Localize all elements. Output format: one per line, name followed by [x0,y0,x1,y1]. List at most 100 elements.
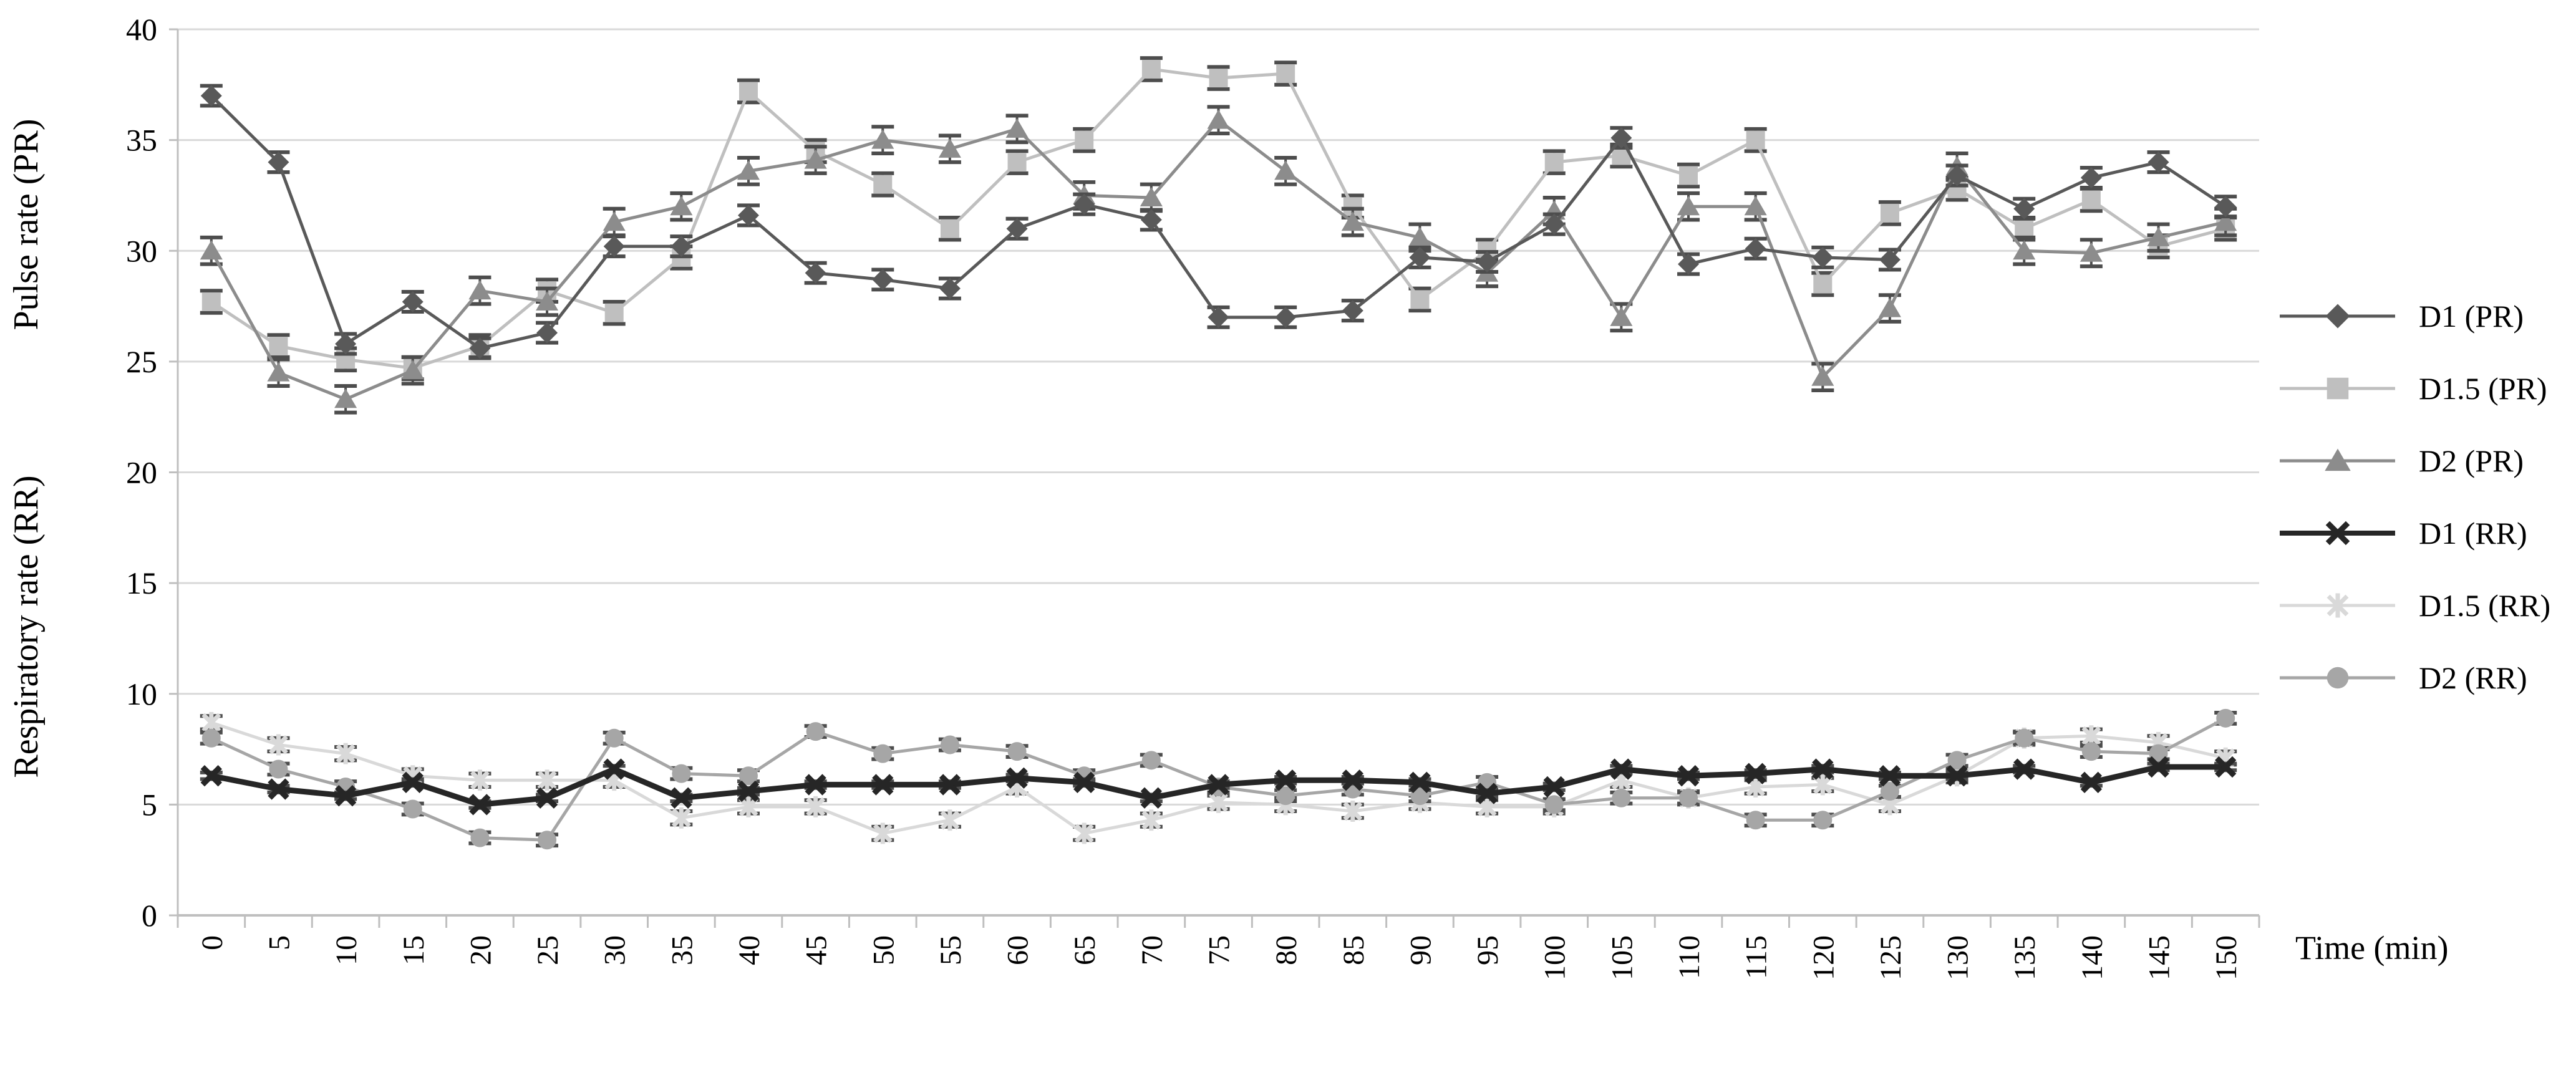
x-tick-label: 85 [1337,935,1370,965]
triangle-marker-icon [938,138,961,158]
x-marker-icon [1745,763,1766,784]
x-tick-label: 150 [2210,935,2243,980]
diamond-marker-icon [1140,209,1162,231]
x-marker-icon [2080,771,2103,794]
x-tick-label: 140 [2076,935,2109,980]
star-marker-icon [738,796,758,817]
x-marker-icon [603,758,625,780]
x-marker-icon [939,774,961,796]
x-marker-icon [1946,765,1968,787]
diamond-marker-icon [268,152,289,173]
diamond-marker-icon [1543,213,1565,235]
triangle-marker-icon [1408,226,1431,246]
diamond-marker-icon [1879,249,1901,271]
legend-label: D2 (RR) [2419,660,2527,695]
x-tick-label: 100 [1539,935,1572,980]
triangle-marker-icon [1811,366,1834,386]
star-marker-icon [940,809,960,831]
square-marker-icon [1813,274,1833,294]
star-marker-icon [2327,593,2349,618]
x-tick-label: 15 [397,935,430,965]
circle-marker-icon [1746,811,1765,830]
star-marker-icon [1141,809,1161,831]
x-marker-icon [671,787,692,809]
star-marker-icon [671,807,691,829]
y-tick-label: 0 [142,898,157,933]
x-marker-icon [1006,767,1028,789]
x-tick-label: 30 [599,935,632,965]
x-tick-label: 115 [1740,935,1773,979]
star-marker-icon [873,822,893,844]
x-tick-label: 130 [1942,935,1975,980]
circle-marker-icon [1679,788,1698,807]
square-marker-icon [269,337,288,356]
x-marker-icon [1342,769,1363,791]
x-marker-icon [872,774,894,796]
triangle-marker-icon [1744,196,1767,216]
x-tick-label: 90 [1404,935,1437,965]
x-marker-icon [268,778,289,800]
square-marker-icon [738,82,758,101]
triangle-marker-icon [603,211,626,231]
y-axis-title-respiratory-rate: Respiratory rate (RR) [7,475,46,778]
diamond-marker-icon [939,277,961,299]
x-axis-tick-labels: 0 5 10 15 20 25 30 35 40 45 50 55 60 65 70 75 80 85 90 95 10… [196,935,2243,980]
square-marker-icon [1410,290,1430,309]
square-marker-icon [1276,64,1295,84]
star-marker-icon [537,769,557,791]
legend-label: D1 (RR) [2419,516,2527,551]
x-marker-icon [200,765,223,787]
y-tick-label: 40 [126,12,157,47]
diamond-marker-icon [335,333,357,355]
x-tick-label: 135 [2008,935,2041,980]
diamond-marker-icon [200,85,222,107]
x-marker-icon [1208,774,1229,796]
x-marker-icon [2013,758,2035,780]
x-marker-icon [1476,783,1498,804]
square-marker-icon [604,303,624,322]
y-tick-label: 20 [126,455,157,490]
triangle-marker-icon [2080,242,2103,262]
square-marker-icon [1075,130,1094,150]
axes [169,28,2260,928]
circle-marker-icon [1544,795,1564,814]
diamond-marker-icon [671,236,692,258]
star-marker-icon [268,734,288,756]
x-marker-icon [1409,771,1431,794]
x-marker-icon [536,787,558,809]
y-tick-label: 30 [126,233,157,268]
triangle-marker-icon [1878,297,1901,317]
x-tick-label: 70 [1136,935,1169,965]
circle-marker-icon [2216,708,2235,728]
legend-label: D1 (PR) [2419,299,2524,334]
star-marker-icon [806,796,826,817]
diamond-marker-icon [1812,246,1834,268]
triangle-marker-icon [737,160,760,180]
x-marker-icon [402,771,424,794]
star-marker-icon [1343,801,1363,822]
circle-marker-icon [738,766,758,786]
x-marker-icon [334,784,357,807]
square-marker-icon [873,175,893,194]
triangle-marker-icon [1274,160,1297,180]
circle-marker-icon [672,764,691,783]
triangle-marker-icon [804,149,827,169]
star-marker-icon [470,769,490,791]
triangle-marker-icon [401,360,424,380]
triangle-marker-icon [2013,240,2036,260]
circle-marker-icon [1612,788,1631,807]
diamond-marker-icon [805,262,826,284]
x-marker-icon [1140,787,1163,809]
y-tick-label: 15 [126,566,157,600]
series-markers [201,708,2235,850]
circle-marker-icon [604,728,624,748]
x-marker-icon [805,774,826,796]
diamond-marker-icon [1006,218,1028,239]
legend-label: D1.5 (PR) [2419,371,2547,406]
circle-marker-icon [269,759,288,779]
square-marker-icon [2015,219,2034,238]
circle-marker-icon [1880,782,1899,801]
x-tick-label: 60 [1002,935,1035,965]
